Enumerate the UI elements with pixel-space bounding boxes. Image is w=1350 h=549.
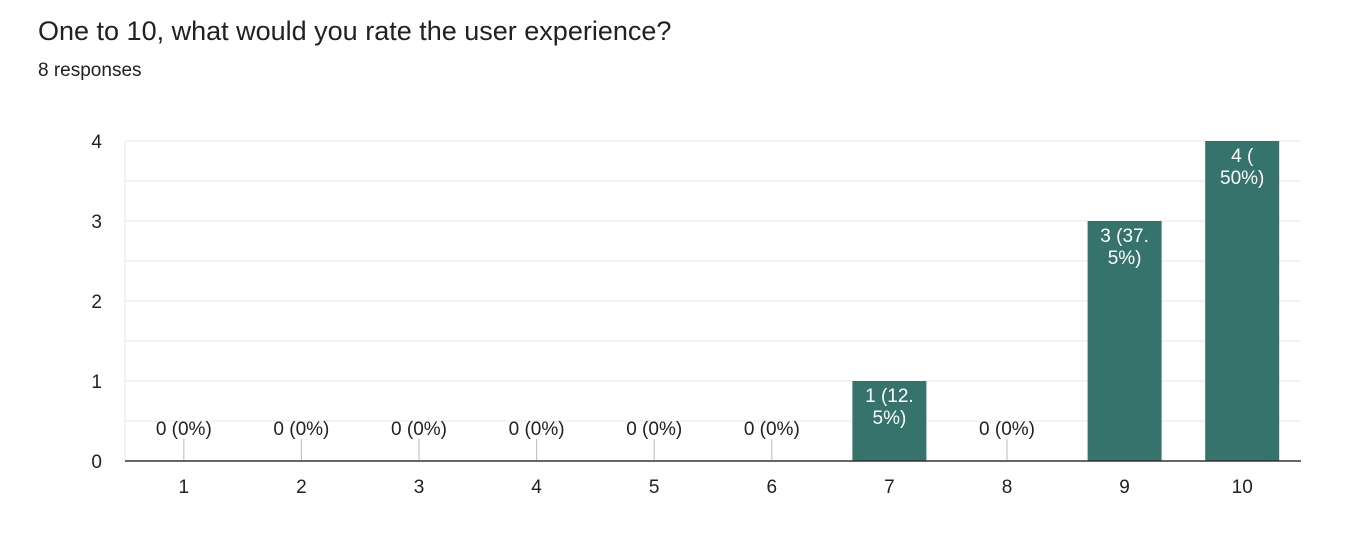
bar-data-label: 0 (0%) [979,419,1035,440]
x-tick-label: 7 [884,477,895,498]
x-tick-label: 9 [1119,477,1130,498]
y-tick-label: 2 [91,292,102,313]
bar-data-label: 1 (12. [865,386,914,407]
y-tick-label: 3 [91,212,102,233]
x-tick-label: 1 [179,477,190,498]
y-tick-label: 0 [91,452,102,473]
bar-data-label: 5%) [873,408,907,429]
x-tick-label: 10 [1232,477,1253,498]
bar-data-label: 3 (37. [1100,226,1149,247]
bar-data-label: 0 (0%) [156,419,212,440]
x-tick-label: 6 [767,477,778,498]
bar-data-label: 0 (0%) [273,419,329,440]
y-tick-label: 1 [91,372,102,393]
bar-data-label: 4 ( [1231,146,1254,167]
bar [852,381,927,461]
bar-data-label: 0 (0%) [744,419,800,440]
x-tick-label: 2 [296,477,307,498]
bar-data-label: 5%) [1108,248,1142,269]
bar-data-label: 50%) [1220,168,1264,189]
x-tick-label: 3 [414,477,425,498]
bar-data-label: 0 (0%) [391,419,447,440]
bar [1205,141,1280,461]
y-tick-label: 4 [91,132,102,153]
response-count: 8 responses [38,60,142,81]
question-title: One to 10, what would you rate the user … [38,16,672,46]
bar-data-label: 0 (0%) [626,419,682,440]
x-tick-label: 4 [531,477,542,498]
bar [1087,221,1162,461]
x-tick-label: 5 [649,477,660,498]
bar-data-label: 0 (0%) [509,419,565,440]
x-tick-label: 8 [1002,477,1013,498]
